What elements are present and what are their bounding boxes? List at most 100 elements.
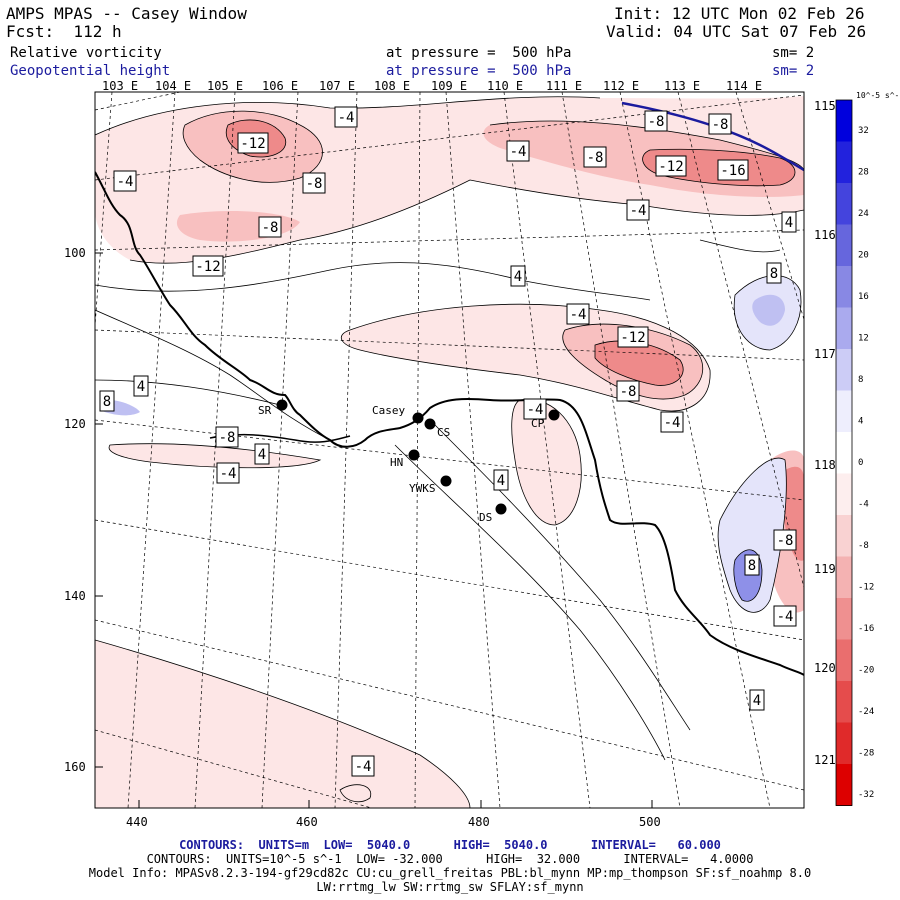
contour-labels: -12 -4 -4 -8 -8 -8 -8 -4 -8 -12 -16 -12 -4 4 8 4 -4 -12 -8… <box>99 106 797 777</box>
contour-label: -4 <box>113 170 137 192</box>
longitude-label-top: 114 E <box>726 79 763 93</box>
contour-label: 4 <box>133 375 149 397</box>
field2-level: at pressure = 500 hPa <box>386 63 572 79</box>
colorbar-swatch <box>836 390 852 433</box>
svg-text:-12: -12 <box>240 136 265 152</box>
svg-text:-4: -4 <box>338 110 355 126</box>
svg-text:-12: -12 <box>620 330 645 346</box>
svg-text:HN: HN <box>390 456 403 469</box>
svg-text:-8: -8 <box>587 150 604 166</box>
x-tick-label: 480 <box>468 815 490 829</box>
y-tick-label: 100 <box>64 246 86 260</box>
footer-radiation-info: LW:rrtmg_lw SW:rrtmg_sw SFLAY:sf_mynn <box>316 880 584 894</box>
vorticity-contours <box>95 96 804 808</box>
svg-text:-8: -8 <box>648 114 665 130</box>
contour-label: 4 <box>493 469 509 491</box>
station-marker: SR <box>258 399 288 417</box>
footer-vorticity-contours: CONTOURS: UNITS=10^-5 s^-1 LOW= -32.000 … <box>146 852 754 866</box>
colorbar-swatch <box>836 639 852 682</box>
colorbar-label: 0 <box>858 458 863 468</box>
colorbar-swatch <box>836 764 852 806</box>
contour-label: -8 <box>215 426 239 448</box>
colorbar-label: -32 <box>858 790 874 800</box>
longitude-label-top: 106 E <box>262 79 299 93</box>
station-marker: YWKS <box>409 475 452 495</box>
valid-time: Valid: 04 UTC Sat 07 Feb 26 <box>606 22 867 41</box>
coastline <box>95 171 804 676</box>
contour-label: 4 <box>781 211 797 233</box>
plot-frame <box>94 91 805 809</box>
field2-smoothing: sm= 2 <box>772 63 815 79</box>
colorbar-swatch <box>836 100 852 142</box>
colorbar-swatch <box>836 224 852 267</box>
colorbar-swatch <box>836 183 852 225</box>
contour-label: 4 <box>749 689 765 711</box>
contour-label: -4 <box>216 462 240 484</box>
svg-text:8: 8 <box>770 266 778 282</box>
svg-text:-4: -4 <box>570 307 587 323</box>
contour-label: -8 <box>258 216 282 238</box>
svg-text:YWKS: YWKS <box>409 482 436 495</box>
init-time: Init: 12 UTC Mon 02 Feb 26 <box>614 4 865 23</box>
svg-text:4: 4 <box>258 447 266 463</box>
forecast-hour: Fcst: 112 h <box>6 22 122 41</box>
contour-label: -8 <box>644 110 668 132</box>
colorbar-label: 20 <box>858 250 869 260</box>
colorbar-label: 12 <box>858 333 869 343</box>
vorticity-shade-northeast-negative-core <box>752 294 785 326</box>
colorbar-swatch <box>836 556 852 599</box>
colorbar-swatch <box>836 307 852 350</box>
contour-label: 8 <box>99 390 115 412</box>
contour-label: 4 <box>510 265 526 287</box>
svg-text:CP: CP <box>531 417 545 430</box>
contour-label: -4 <box>566 303 590 325</box>
x-tick-label: 440 <box>126 815 148 829</box>
field1-smoothing: sm= 2 <box>772 45 815 61</box>
longitude-label-top: 112 E <box>603 79 640 93</box>
contour-label: -4 <box>334 106 358 128</box>
svg-text:4: 4 <box>497 473 505 489</box>
svg-text:-4: -4 <box>355 759 372 775</box>
colorbar-label: -4 <box>858 499 869 509</box>
svg-text:-8: -8 <box>306 176 323 192</box>
stations: SR Casey CS HN YWKS DS CP <box>258 399 560 524</box>
contour-label: -12 <box>655 155 687 177</box>
colorbar-label: 8 <box>858 375 863 385</box>
field2-name: Geopotential height <box>10 63 171 79</box>
station-marker: DS <box>479 503 507 524</box>
x-tick-label: 500 <box>639 815 661 829</box>
colorbar: 32 28 24 20 16 12 8 4 0 -4 -8 -12 -16 -20 -24 -28 -32 <box>835 99 874 806</box>
svg-text:-4: -4 <box>777 609 794 625</box>
svg-text:4: 4 <box>514 269 522 285</box>
svg-text:-16: -16 <box>720 163 745 179</box>
contour-label: -8 <box>583 146 607 168</box>
longitude-label-top: 107 E <box>319 79 356 93</box>
longitude-label-top: 103 E <box>102 79 139 93</box>
contour-label: -12 <box>192 255 224 277</box>
svg-text:Casey: Casey <box>372 404 405 417</box>
y-tick-label: 120 <box>64 417 86 431</box>
x-tick-label: 460 <box>296 815 318 829</box>
svg-text:-12: -12 <box>195 259 220 275</box>
colorbar-label: -20 <box>858 665 874 675</box>
colorbar-label: -8 <box>858 541 869 551</box>
longitude-label-top: 111 E <box>546 79 583 93</box>
colorbar-swatch <box>836 432 852 474</box>
station-marker: Casey <box>372 404 424 424</box>
longitude-label-top: 105 E <box>207 79 244 93</box>
field1-name: Relative vorticity <box>10 45 162 61</box>
map-title: AMPS MPAS -- Casey Window <box>6 4 247 23</box>
contour-label: 8 <box>744 554 760 576</box>
contour-label: -16 <box>717 159 749 181</box>
colorbar-label: -16 <box>858 624 874 634</box>
longitude-label-top: 108 E <box>374 79 411 93</box>
geopotential-height-contour <box>621 101 804 172</box>
longitude-label-top: 109 E <box>431 79 468 93</box>
svg-text:8: 8 <box>103 394 111 410</box>
vorticity-shade-east-positive-core <box>781 466 804 561</box>
contour-label: -8 <box>616 380 640 402</box>
colorbar-swatch <box>836 598 852 640</box>
field1-level: at pressure = 500 hPa <box>386 45 572 61</box>
contour-label: -8 <box>773 529 797 551</box>
svg-text:-8: -8 <box>712 117 729 133</box>
